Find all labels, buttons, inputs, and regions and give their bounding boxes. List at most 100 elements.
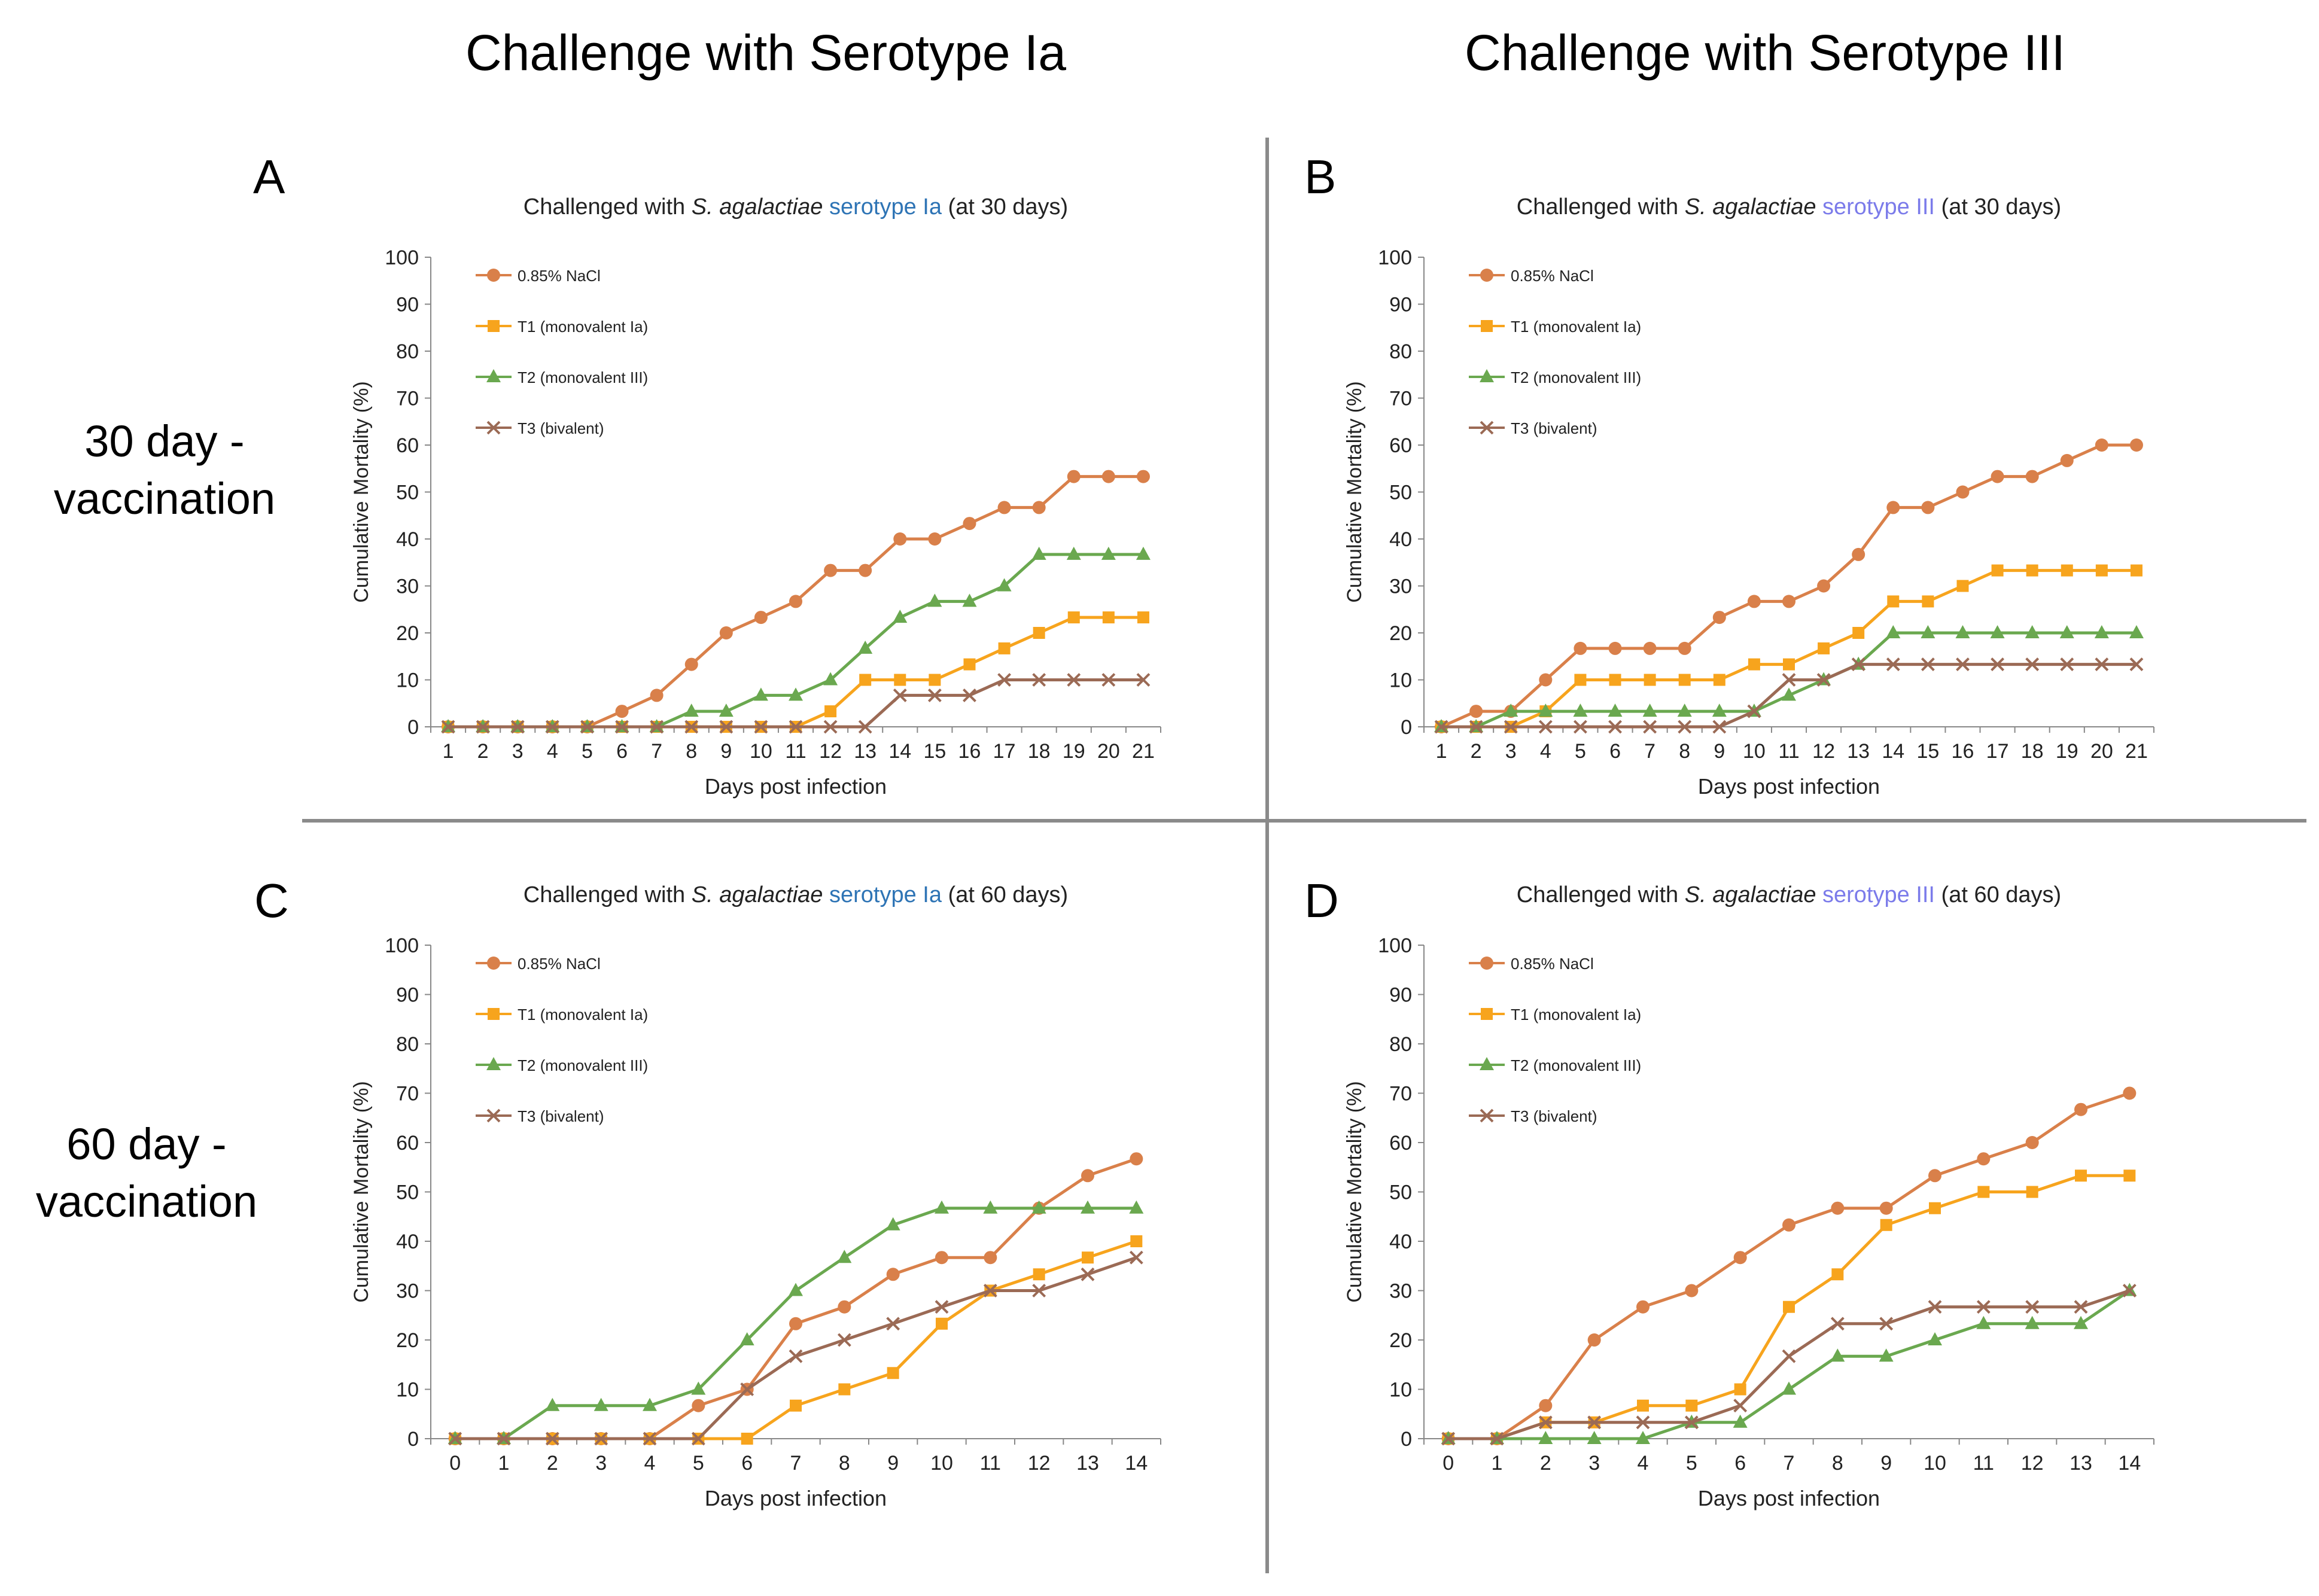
- chart-c-point-t1-monovalent-ia: [1033, 1268, 1045, 1281]
- chart-d-point-t1-monovalent-ia: [2026, 1186, 2038, 1198]
- chart-c-point-t2-monovalent-iii: [594, 1397, 608, 1411]
- chart-b-point-0-85-nacl: [1747, 595, 1761, 608]
- chart-b-point-t1-monovalent-ia: [1713, 674, 1725, 686]
- chart-d-point-0-85-nacl: [1539, 1399, 1553, 1412]
- chart-a-point-t3-bivalent: [754, 720, 768, 734]
- chart-b-point-t1-monovalent-ia: [1887, 595, 1900, 608]
- chart-b-point-0-85-nacl: [2060, 453, 2074, 467]
- chart-c-point-0-85-nacl: [886, 1268, 900, 1281]
- chart-b-x-tick-label: 19: [2056, 740, 2078, 763]
- chart-d-point-t3-bivalent: [2074, 1300, 2088, 1314]
- chart-c-point-0-85-nacl: [1081, 1169, 1094, 1183]
- chart-d-series-0-85-nacl: [1441, 1086, 2137, 1445]
- chart-a-point-t3-bivalent: [510, 720, 525, 734]
- chart-b-y-tick-label: 40: [1389, 528, 1412, 551]
- chart-b: Challenged with S. agalactiae serotype I…: [1343, 194, 2154, 799]
- chart-c-y-tick-label: 60: [396, 1132, 419, 1155]
- chart-b-point-t3-bivalent: [2060, 657, 2074, 672]
- chart-a-point-t1-monovalent-ia: [1033, 627, 1045, 639]
- chart-c-y-tick-label: 50: [396, 1181, 419, 1204]
- chart-b-point-0-85-nacl: [2095, 438, 2108, 452]
- chart-b-point-t2-monovalent-iii: [1504, 703, 1518, 717]
- chart-b-x-tick-label: 13: [1847, 740, 1870, 763]
- chart-a-x-tick-label: 20: [1097, 740, 1120, 763]
- chart-a-y-tick-label: 30: [396, 575, 419, 598]
- chart-a-legend-label: T1 (monovalent Ia): [518, 318, 648, 336]
- chart-c-x-tick-label: 10: [930, 1452, 953, 1475]
- chart-b-legend-marker: [1480, 269, 1493, 282]
- chart-a-point-t3-bivalent: [1101, 673, 1116, 687]
- chart-c-line-0-85-nacl: [455, 1157, 1137, 1440]
- chart-d-point-0-85-nacl: [1831, 1201, 1845, 1215]
- chart-b-point-0-85-nacl: [1852, 547, 1865, 561]
- chart-a-point-t3-bivalent: [615, 720, 629, 734]
- row-label-60-day-line1: 60 day -: [66, 1119, 227, 1169]
- chart-d-y-tick-label: 30: [1389, 1280, 1412, 1303]
- chart-c-point-t1-monovalent-ia: [887, 1367, 899, 1379]
- chart-b-point-t2-monovalent-iii: [1782, 687, 1796, 701]
- chart-c-point-t3-bivalent: [497, 1431, 511, 1446]
- chart-a-point-0-85-nacl: [859, 564, 872, 577]
- chart-d-x-tick-label: 2: [1540, 1452, 1551, 1475]
- chart-b-point-t1-monovalent-ia: [2026, 564, 2038, 577]
- chart-a-y-tick-label: 60: [396, 434, 419, 457]
- chart-c-series-t3-bivalent: [448, 1250, 1143, 1446]
- column-header-serotype-iii: Challenge with Serotype III: [1465, 25, 2065, 81]
- chart-b-point-0-85-nacl: [1921, 501, 1935, 514]
- chart-a-legend-entry: T2 (monovalent III): [476, 368, 648, 386]
- chart-b-legend-label: 0.85% NaCl: [1511, 267, 1594, 285]
- chart-d-point-0-85-nacl: [1636, 1300, 1650, 1314]
- chart-b-y-tick-label: 50: [1389, 482, 1412, 504]
- chart-d-point-t2-monovalent-iii: [1928, 1332, 1942, 1345]
- chart-c-point-t3-bivalent: [594, 1431, 608, 1446]
- chart-b-point-t1-monovalent-ia: [1922, 595, 1934, 608]
- chart-a-x-tick-label: 18: [1028, 740, 1051, 763]
- chart-a-point-0-85-nacl: [963, 517, 976, 531]
- chart-b-x-tick-label: 9: [1714, 740, 1725, 763]
- chart-c-point-0-85-nacl: [1130, 1152, 1143, 1166]
- chart-a-point-t2-monovalent-iii: [789, 687, 803, 701]
- chart-a-legend-entry: T3 (bivalent): [476, 419, 604, 437]
- chart-a-x-tick-label: 3: [512, 740, 524, 763]
- chart-b-point-0-85-nacl: [1782, 595, 1795, 608]
- panel-letter-b: B: [1304, 150, 1337, 203]
- chart-a-point-0-85-nacl: [719, 626, 733, 639]
- chart-b-y-tick-label: 100: [1378, 246, 1412, 269]
- chart-b-point-0-85-nacl: [1643, 641, 1657, 655]
- chart-b-x-tick-label: 12: [1812, 740, 1835, 763]
- chart-c-legend-label: T1 (monovalent Ia): [518, 1006, 648, 1024]
- chart-b-x-tick-label: 7: [1644, 740, 1655, 763]
- chart-c-legend-label: T3 (bivalent): [518, 1107, 604, 1125]
- chart-a-point-t2-monovalent-iii: [1101, 546, 1116, 560]
- chart-d-y-tick-label: 70: [1389, 1083, 1412, 1105]
- chart-a-point-t2-monovalent-iii: [684, 703, 699, 717]
- chart-b-x-tick-label: 14: [1882, 740, 1904, 763]
- chart-d-legend-entry: T1 (monovalent Ia): [1469, 1006, 1641, 1024]
- chart-d-point-0-85-nacl: [2123, 1086, 2137, 1100]
- chart-b-legend-label: T2 (monovalent III): [1511, 368, 1641, 386]
- chart-c-point-t2-monovalent-iii: [739, 1332, 754, 1345]
- horizontal-divider: [302, 819, 2306, 823]
- chart-d-point-t3-bivalent: [2122, 1284, 2137, 1297]
- chart-b-point-t3-bivalent: [1434, 720, 1448, 734]
- chart-a-point-t1-monovalent-ia: [1067, 611, 1080, 624]
- chart-b-point-t1-monovalent-ia: [1574, 674, 1587, 686]
- chart-d-y-tick-label: 60: [1389, 1132, 1412, 1155]
- chart-a-point-t1-monovalent-ia: [998, 642, 1011, 654]
- chart-b-legend-label: T1 (monovalent Ia): [1511, 318, 1641, 336]
- chart-b-y-tick-label: 60: [1389, 434, 1412, 457]
- chart-a-point-0-85-nacl: [615, 705, 629, 718]
- chart-b-x-tick-label: 18: [2021, 740, 2044, 763]
- chart-a-x-tick-label: 11: [785, 740, 806, 763]
- chart-a-point-t1-monovalent-ia: [824, 705, 837, 718]
- chart-a-point-t3-bivalent: [1032, 673, 1046, 687]
- chart-d-point-0-85-nacl: [1587, 1333, 1601, 1347]
- chart-d-point-t2-monovalent-iii: [1830, 1348, 1845, 1362]
- chart-d-point-t3-bivalent: [2025, 1300, 2040, 1314]
- chart-a-x-tick-label: 2: [477, 740, 489, 763]
- vertical-divider: [1265, 138, 1269, 1573]
- chart-c-x-tick-label: 1: [498, 1452, 510, 1475]
- chart-d-x-tick-label: 11: [1973, 1452, 1994, 1475]
- chart-d-legend-marker: [1480, 1057, 1494, 1070]
- chart-c-x-tick-label: 9: [887, 1452, 899, 1475]
